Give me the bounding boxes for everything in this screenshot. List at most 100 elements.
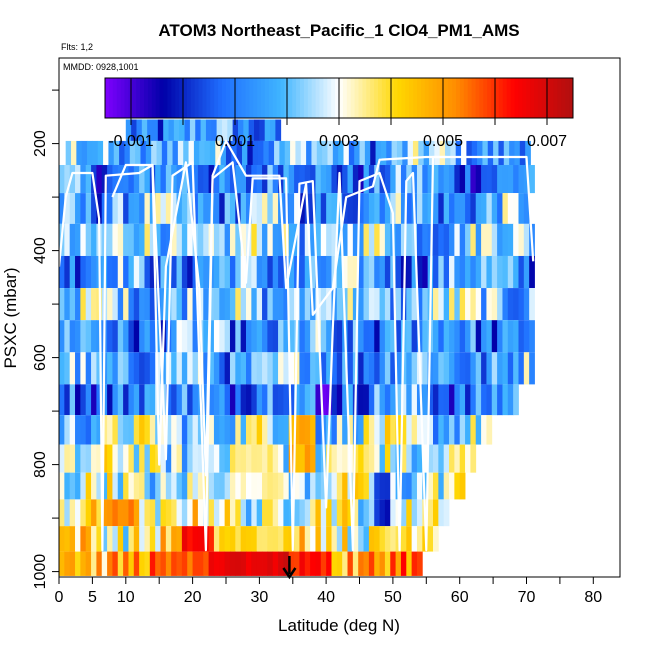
heatmap-cell [155, 223, 161, 256]
heatmap-cell [139, 193, 145, 224]
heatmap-cell [246, 288, 252, 321]
colorbar-segment [553, 78, 558, 118]
heatmap-cell [187, 255, 193, 289]
heatmap-cell [133, 551, 140, 576]
heatmap-cell [465, 384, 471, 416]
heatmap-cell [213, 472, 220, 500]
heatmap-cell [85, 384, 92, 416]
heatmap-cell [283, 415, 290, 445]
heatmap-cell [272, 288, 279, 321]
heatmap-cell [80, 415, 87, 445]
heatmap-cell [197, 223, 204, 256]
heatmap-cell [503, 140, 510, 166]
heatmap-cell [320, 255, 327, 289]
heatmap-cell [347, 165, 354, 194]
heatmap-cell [379, 499, 386, 527]
heatmap-cell [240, 352, 247, 385]
heatmap-cell [75, 551, 81, 576]
heatmap-cell [80, 288, 87, 321]
heatmap-cell [283, 526, 290, 552]
heatmap-cell [128, 551, 135, 576]
heatmap-cell [80, 384, 87, 416]
heatmap-cell [80, 223, 87, 256]
heatmap-cell [433, 193, 439, 224]
heatmap-cell [80, 165, 87, 194]
heatmap-cell [240, 223, 247, 256]
heatmap-cell [422, 288, 429, 321]
colorbar-segment [471, 78, 476, 118]
heatmap-cell [422, 352, 429, 385]
heatmap-cell [264, 119, 271, 141]
heatmap-cell [133, 472, 140, 500]
heatmap-cell [59, 415, 65, 445]
heatmap-cell [443, 384, 450, 416]
heatmap-cell [246, 551, 252, 576]
heatmap-cell [107, 223, 113, 256]
heatmap-cell [509, 140, 515, 166]
heatmap-cell [165, 223, 172, 256]
heatmap-cell [331, 472, 338, 500]
x-tick-label: 40 [317, 589, 335, 606]
heatmap-cell [91, 444, 97, 473]
heatmap-cell [384, 415, 391, 445]
heatmap-cell [454, 193, 461, 224]
heatmap-cell [396, 140, 403, 166]
heatmap-cell [112, 193, 119, 224]
heatmap-cell [192, 288, 199, 321]
heatmap-cell [304, 223, 311, 256]
heatmap-cell [368, 223, 375, 256]
heatmap-cell [208, 320, 215, 353]
heatmap-cell [246, 472, 252, 500]
heatmap-cell [240, 526, 247, 552]
heatmap-cell [149, 472, 156, 500]
heatmap-cell [139, 352, 145, 385]
heatmap-cell [267, 526, 274, 552]
heatmap-cell [283, 352, 290, 385]
heatmap-cell [139, 444, 145, 473]
heatmap-cell [438, 444, 445, 473]
heatmap-cell [358, 415, 364, 445]
heatmap-cell [176, 320, 183, 353]
heatmap-cell [275, 119, 282, 141]
heatmap-cell [363, 499, 370, 527]
heatmap-cell [256, 415, 263, 445]
heatmap-cell [197, 526, 204, 552]
colorbar-segment [534, 78, 539, 118]
heatmap-cell [481, 255, 487, 289]
colorbar-segment [225, 78, 231, 118]
heatmap-cell [219, 288, 226, 321]
heatmap-cell [80, 472, 87, 500]
colorbar-segment [374, 78, 379, 118]
heatmap-cell [176, 444, 183, 473]
heatmap-cell [85, 415, 92, 445]
heatmap-cell [368, 193, 375, 224]
heatmap-cell [240, 551, 247, 576]
heatmap-cell [91, 255, 97, 289]
heatmap-cell [438, 255, 445, 289]
heatmap-cell [187, 415, 193, 445]
heatmap-cell [384, 288, 391, 321]
heatmap-cell [299, 288, 306, 321]
heatmap-cell [486, 384, 493, 416]
heatmap-cell [272, 352, 279, 385]
flight-track-dotted [398, 181, 407, 551]
heatmap-cell [352, 165, 359, 194]
heatmap-cell [272, 415, 279, 445]
colorbar-segment [522, 78, 527, 118]
heatmap-cell [149, 288, 156, 321]
heatmap-cell [144, 193, 151, 224]
heatmap-cell [192, 384, 199, 416]
heatmap-cell [139, 320, 145, 353]
heatmap-cell [491, 223, 498, 256]
heatmap-cell [379, 255, 386, 289]
heatmap-cell [288, 384, 295, 416]
heatmap-cell [513, 223, 519, 256]
heatmap-cell [197, 352, 204, 385]
heatmap-cell [358, 288, 364, 321]
x-tick-label: 70 [518, 589, 536, 606]
heatmap-cell [518, 223, 525, 256]
heatmap-cell [240, 193, 247, 224]
heatmap-cell [59, 352, 65, 385]
heatmap-cell [262, 415, 268, 445]
heatmap-cell [69, 415, 76, 445]
